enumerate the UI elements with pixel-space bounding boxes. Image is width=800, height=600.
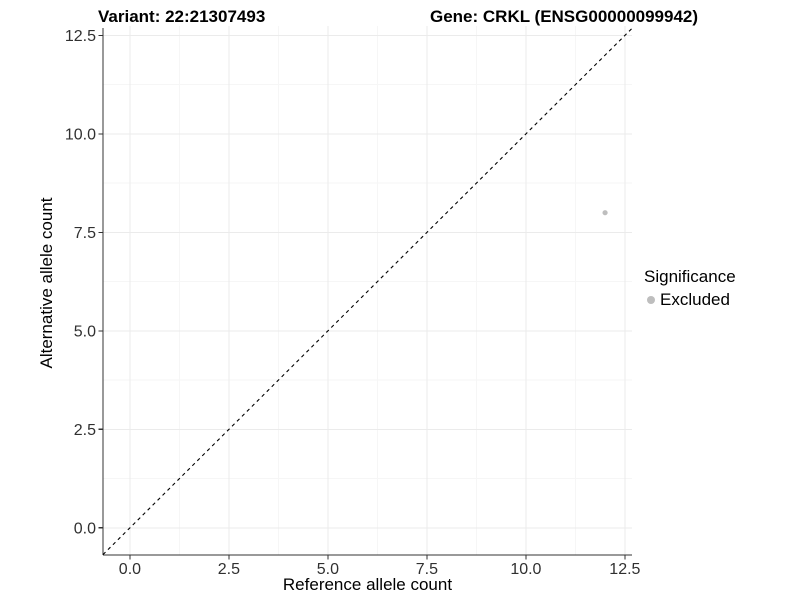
- y-tick-label: 5.0: [74, 323, 96, 340]
- x-tick-label: 7.5: [416, 561, 438, 578]
- variant-title: Variant: 22:21307493: [98, 7, 266, 26]
- legend-title: Significance: [644, 267, 736, 286]
- x-axis-title: Reference allele count: [282, 575, 453, 594]
- legend-item-label: Excluded: [660, 290, 730, 309]
- data-layer: [102, 27, 633, 555]
- x-tick-label: 0.0: [119, 561, 141, 578]
- legend-key-dot: [647, 296, 655, 304]
- data-point-excluded: [602, 210, 608, 216]
- gene-title: Gene: CRKL (ENSG00000099942): [430, 7, 699, 26]
- y-tick-label: 7.5: [74, 225, 96, 242]
- y-tick-label: 0.0: [74, 520, 96, 537]
- x-tick-label: 10.0: [510, 561, 541, 578]
- grid-layer: [103, 26, 632, 555]
- x-tick-label: 12.5: [609, 561, 640, 578]
- x-tick-label: 2.5: [218, 561, 240, 578]
- y-axis-title: Alternative allele count: [37, 197, 56, 369]
- legend: Significance Excluded: [644, 267, 736, 310]
- y-tick-label: 10.0: [65, 126, 96, 143]
- y-tick-label: 12.5: [65, 28, 96, 45]
- identity-line: [102, 27, 633, 555]
- legend-item-excluded: Excluded: [644, 290, 736, 310]
- y-tick-label: 2.5: [74, 422, 96, 439]
- axis-layer: 0.0 2.5 5.0 7.5 10.0 12.5 0.0 2.5 5.0 7.5 10.0 12.5: [65, 28, 641, 578]
- x-tick-label: 5.0: [317, 561, 339, 578]
